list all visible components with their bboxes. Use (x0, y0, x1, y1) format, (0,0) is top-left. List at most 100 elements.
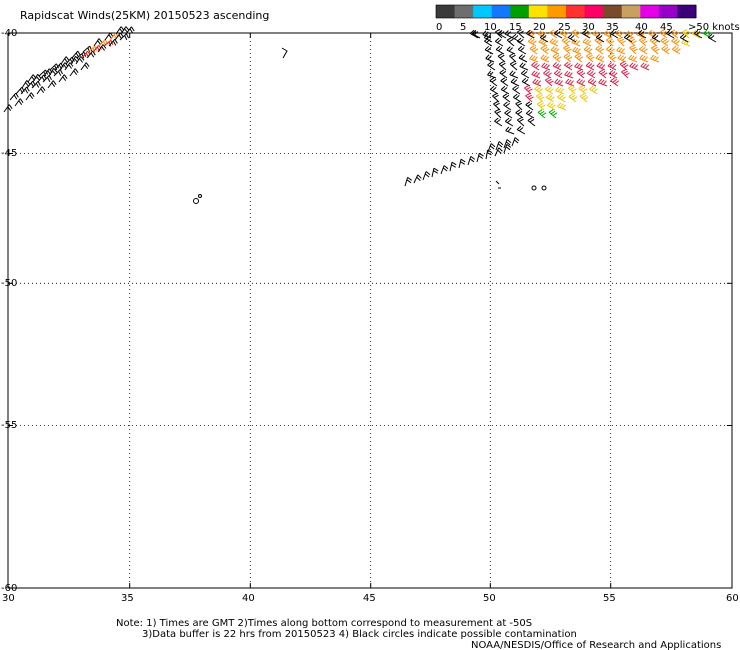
wind-barb (665, 29, 675, 39)
latitude-tick-label: -50 (1, 278, 17, 289)
wind-barb (515, 100, 523, 111)
wind-barb (540, 45, 550, 55)
wind-barb (544, 77, 554, 87)
wind-barb (549, 29, 559, 39)
wind-barb (638, 37, 648, 47)
wind-barb (515, 109, 524, 119)
wind-barb (506, 37, 515, 47)
legend-label: 40 (635, 22, 648, 33)
wind-barb (504, 30, 514, 39)
wind-barb (516, 29, 525, 39)
wind-barb (469, 29, 479, 39)
legend-label: >50 knots (688, 22, 740, 33)
contamination-circle (193, 198, 199, 204)
wind-barb (561, 37, 571, 47)
wind-barb (679, 33, 689, 43)
wind-barb (623, 33, 633, 43)
wind-barb (564, 61, 573, 71)
wind-barb (553, 69, 563, 79)
wind-barb (505, 126, 515, 135)
legend-swatch (491, 5, 511, 18)
wind-barb (527, 117, 536, 127)
wind-barb (497, 29, 507, 39)
legend-swatch (621, 5, 641, 18)
wind-barb (541, 62, 551, 71)
wind-barb (526, 29, 536, 39)
wind-barb (494, 117, 503, 127)
wind-barb (586, 69, 596, 79)
longitude-tick-label: 55 (603, 593, 616, 604)
wind-barb (525, 93, 534, 103)
wind-barb (482, 30, 492, 39)
wind-barb (550, 46, 560, 55)
wind-barb (495, 45, 505, 55)
longitude-tick-label: 30 (2, 593, 15, 604)
wind-barb (609, 29, 619, 39)
wind-barb (422, 171, 431, 181)
wind-barb (500, 77, 509, 87)
legend-label: 30 (582, 22, 595, 33)
longitude-tick-label: 50 (483, 593, 496, 604)
wind-barb (670, 29, 680, 39)
wind-barb (605, 37, 615, 47)
wind-barb (625, 30, 635, 39)
wind-barb (661, 45, 670, 55)
wind-barb (82, 45, 93, 53)
wind-barb (536, 101, 546, 111)
wind-barb (660, 37, 670, 47)
wind-barb (499, 69, 508, 79)
wind-barb (9, 92, 19, 101)
wind-barb (585, 53, 595, 63)
wind-barb (638, 45, 648, 55)
wind-barb (497, 53, 506, 63)
wind-barb (485, 54, 495, 63)
longitude-tick-label: 35 (121, 593, 134, 604)
lat-lon-grid (7, 32, 733, 589)
wind-barb (517, 45, 527, 55)
wind-barb (493, 101, 501, 111)
legend-swatch (528, 5, 548, 18)
wind-barb (572, 46, 582, 55)
wind-barb (518, 54, 528, 63)
wind-barb (484, 37, 493, 47)
wind-barb (671, 37, 681, 47)
wind-barb (534, 85, 543, 95)
legend-label: 20 (533, 22, 546, 33)
wind-barb (610, 77, 620, 87)
wind-barb (636, 30, 646, 39)
wind-barb (516, 125, 526, 135)
wind-barb (520, 69, 530, 79)
legend-label: 35 (606, 22, 619, 33)
wind-barb (3, 104, 13, 113)
wind-barb (629, 62, 639, 71)
wind-barb (607, 53, 617, 63)
wind-barb (489, 85, 499, 95)
legend-swatch (584, 5, 604, 18)
wind-barb (487, 61, 496, 71)
legend-label: 15 (509, 22, 522, 33)
wind-barb (603, 30, 613, 39)
wind-barb (552, 62, 562, 71)
wind-barb (531, 70, 541, 79)
wind-barb (582, 38, 592, 47)
latitude-tick-label: -55 (1, 420, 17, 431)
note-line-1: Note: 1) Times are GMT 2)Times along bot… (116, 618, 532, 629)
note-line-3: NOAA/NESDIS/Office of Research and Appli… (471, 640, 721, 650)
contamination-mark (495, 180, 501, 189)
legend-swatch (547, 5, 567, 18)
legend-swatch (640, 5, 660, 18)
wind-barb (576, 69, 586, 79)
wind-barb (58, 74, 68, 83)
wind-barb (650, 54, 660, 63)
wind-barb (516, 37, 526, 47)
wind-barb (589, 85, 598, 95)
wind-barb (628, 54, 638, 63)
wind-barb (492, 93, 500, 103)
wind-barb (595, 33, 605, 43)
wind-barb (568, 93, 578, 103)
speed-legend: 0 5 10 15 20 25 30 35 40 45 >50 knots (435, 4, 740, 33)
wind-barb (487, 143, 496, 153)
wind-barb (502, 93, 511, 103)
latitude-tick-label: -60 (1, 583, 17, 594)
wind-barb (503, 101, 512, 111)
